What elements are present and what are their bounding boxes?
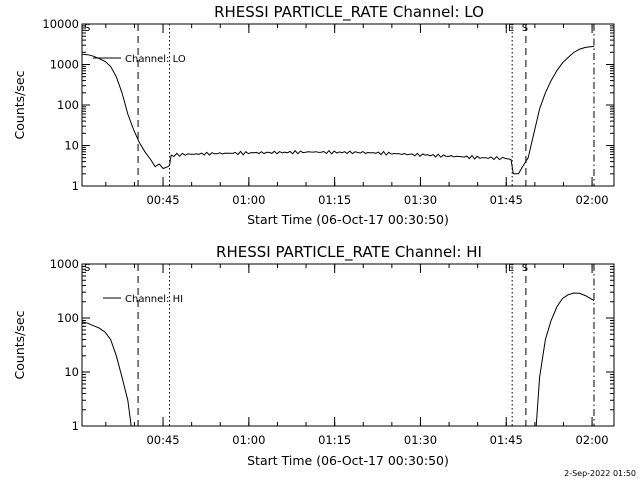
series-line [535, 292, 595, 427]
y-tick-label: 100 [57, 311, 79, 325]
y-tick-label: 1000 [50, 58, 79, 72]
x-tick-label: 01:15 [318, 433, 351, 447]
footer-stamp: 2-Sep-2022 01:50 [564, 469, 636, 478]
time-marker-label: S [522, 263, 528, 274]
y-tick-label: 100 [57, 98, 79, 112]
time-marker-label: E [508, 23, 514, 34]
y-axis-label-hi: Counts/sec [12, 310, 27, 379]
plot-frame-lo [81, 23, 615, 187]
x-axis-label-lo: Start Time (06-Oct-17 00:30:50) [247, 212, 449, 227]
x-axis-label-hi: Start Time (06-Oct-17 00:30:50) [247, 453, 449, 468]
legend-label-lo: Channel: LO [125, 54, 186, 65]
x-tick-label: 02:00 [575, 193, 608, 207]
y-tick-label: 1 [72, 179, 79, 193]
time-marker-label: S [84, 23, 90, 34]
legend-label-hi: Channel: HI [125, 294, 183, 305]
time-marker-label: E [508, 263, 514, 274]
series-lo [81, 45, 595, 175]
time-marker-label: S [84, 263, 90, 274]
x-tick-label: 01:15 [318, 193, 351, 207]
axis-ticks-lo: 1 10 100 1000 10000 00:45 01:00 01:15 01:30 01:45… [42, 17, 614, 207]
series-line [81, 321, 132, 427]
x-tick-label: 00:45 [146, 433, 179, 447]
chart-panel-hi: RHESSI PARTICLE_RATE Channel: HI Counts/… [12, 243, 615, 468]
chart-title-hi: RHESSI PARTICLE_RATE Channel: HI [216, 243, 482, 262]
y-tick-label: 10 [64, 365, 79, 379]
x-tick-label: 01:30 [404, 193, 437, 207]
x-tick-label: 00:45 [146, 193, 179, 207]
y-tick-label: 10 [64, 139, 79, 153]
chart-title-lo: RHESSI PARTICLE_RATE Channel: LO [214, 3, 484, 22]
plot-frame-hi [81, 263, 615, 427]
y-tick-label: 10000 [42, 17, 79, 31]
series-hi [81, 292, 595, 427]
y-axis-label-lo: Counts/sec [12, 70, 27, 139]
x-tick-label: 01:00 [232, 193, 265, 207]
x-tick-label: 01:00 [232, 433, 265, 447]
x-tick-label: 01:45 [490, 193, 523, 207]
x-tick-label: 02:00 [575, 433, 608, 447]
axis-ticks-hi: 1 10 100 1000 00:45 01:00 01:15 01:30 01:45 02:00 [50, 257, 614, 447]
series-line [81, 45, 595, 175]
time-marker-label: S [522, 23, 528, 34]
y-tick-label: 1 [72, 419, 79, 433]
chart-panel-lo: RHESSI PARTICLE_RATE Channel: LO Counts/… [12, 3, 615, 227]
x-tick-label: 01:45 [490, 433, 523, 447]
y-tick-label: 1000 [50, 257, 79, 271]
x-tick-label: 01:30 [404, 433, 437, 447]
